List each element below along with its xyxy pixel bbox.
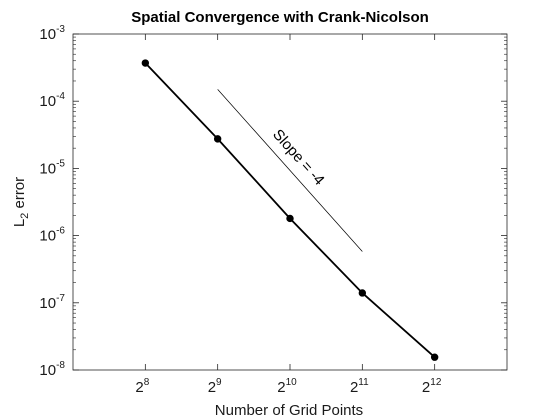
y-tick-label: 10-5 [39, 158, 65, 177]
axes-layer: 10-810-710-610-510-410-328 29 210 211 212 [39, 24, 508, 396]
y-tick-label: 10-7 [39, 293, 65, 312]
x-tick-label-base: 2 [422, 379, 430, 396]
y-axis-title: L2 error [11, 177, 31, 227]
y-tick-label-base: 10 [39, 228, 56, 245]
x-tick-label-exponent: 9 [216, 377, 222, 388]
data-point [213, 135, 222, 143]
y-tick-label-exponent: -6 [56, 226, 65, 237]
x-tick-label-exponent: 12 [430, 377, 442, 388]
x-tick-label: 28 [135, 377, 149, 396]
y-tick-label-base: 10 [39, 160, 56, 177]
series-layer [141, 59, 439, 361]
y-tick-label-exponent: -4 [56, 91, 65, 102]
x-tick-label-exponent: 10 [286, 377, 298, 388]
x-tick-label-base: 2 [135, 379, 143, 396]
data-point [286, 214, 294, 223]
y-tick-label: 10-8 [39, 360, 65, 379]
x-tick-label: 211 [350, 377, 369, 396]
x-tick-label-exponent: 8 [144, 377, 150, 388]
y-tick-label-base: 10 [39, 93, 56, 110]
x-tick-label: 29 [208, 377, 222, 396]
y-axis-title-base: L [11, 219, 28, 227]
chart-title: Spatial Convergence with Crank-Nicolson [131, 9, 429, 26]
x-axis-title: Number of Grid Points [215, 402, 363, 419]
data-point [141, 59, 150, 67]
x-tick-label-base: 2 [277, 379, 285, 396]
x-tick-label-base: 2 [208, 379, 216, 396]
y-tick-label-exponent: -7 [56, 293, 65, 304]
y-tick-label: 10-4 [39, 91, 65, 110]
x-tick-label: 210 [277, 377, 297, 396]
data-point [358, 289, 367, 297]
x-tick-label: 212 [422, 377, 442, 396]
reference-slope-line [217, 89, 363, 252]
y-tick-label: 10-6 [39, 226, 65, 245]
y-tick-label-base: 10 [39, 295, 56, 312]
y-axis-title-subscript: 2 [19, 213, 31, 219]
y-axis-title-rest: error [11, 177, 28, 213]
data-point [430, 353, 439, 361]
y-tick-label-base: 10 [39, 26, 56, 43]
y-tick-label-exponent: -3 [56, 24, 65, 35]
y-tick-label-base: 10 [39, 362, 56, 379]
y-tick-label: 10-3 [39, 24, 65, 43]
x-tick-label-exponent: 11 [358, 377, 369, 388]
y-tick-label-exponent: -8 [56, 360, 65, 371]
x-tick-label-base: 2 [350, 379, 358, 396]
y-tick-label-exponent: -5 [56, 158, 65, 169]
